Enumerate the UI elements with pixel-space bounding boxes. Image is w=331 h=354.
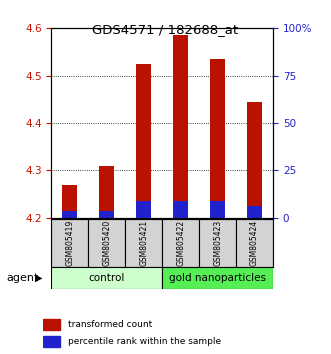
Bar	[62, 211, 77, 218]
Bar	[136, 201, 151, 218]
Bar	[99, 211, 114, 218]
Bar	[88, 219, 125, 267]
Text: GSM805423: GSM805423	[213, 220, 222, 267]
Bar	[99, 166, 114, 218]
Text: control: control	[89, 273, 125, 283]
Bar	[210, 201, 225, 218]
Text: GSM805419: GSM805419	[65, 220, 74, 267]
Text: GSM805420: GSM805420	[102, 220, 111, 267]
Text: GDS4571 / 182688_at: GDS4571 / 182688_at	[92, 23, 239, 36]
Bar	[173, 201, 188, 218]
Bar	[62, 184, 77, 218]
Bar	[199, 219, 236, 267]
Bar	[236, 219, 273, 267]
Bar	[247, 206, 262, 218]
Bar	[173, 35, 188, 218]
Bar	[136, 64, 151, 218]
Bar	[162, 219, 199, 267]
Bar	[247, 102, 262, 218]
Text: GSM805422: GSM805422	[176, 220, 185, 267]
Bar	[125, 219, 162, 267]
Bar	[51, 267, 162, 289]
Bar	[43, 319, 60, 330]
Bar	[162, 267, 273, 289]
Text: percentile rank within the sample: percentile rank within the sample	[69, 337, 221, 346]
Text: GSM805424: GSM805424	[250, 220, 259, 267]
Text: ▶: ▶	[35, 273, 42, 283]
Text: transformed count: transformed count	[69, 320, 153, 329]
Bar	[43, 336, 60, 347]
Text: GSM805421: GSM805421	[139, 220, 148, 267]
Bar	[51, 219, 88, 267]
Text: gold nanoparticles: gold nanoparticles	[169, 273, 266, 283]
Bar	[210, 59, 225, 218]
Text: agent: agent	[7, 273, 39, 283]
